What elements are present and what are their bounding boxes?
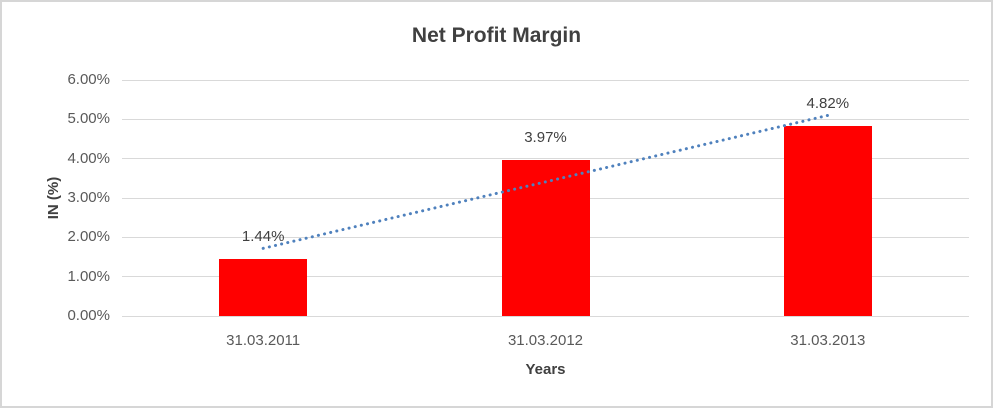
data-label: 1.44% [241, 228, 285, 246]
data-label: 4.82% [806, 95, 850, 113]
x-tick-label: 31.03.2013 [790, 332, 866, 349]
gridline [122, 315, 969, 317]
y-tick-label: 4.00% [67, 149, 110, 167]
chart-title: Net Profit Margin [411, 24, 582, 47]
bar-31.03.2013 [783, 126, 872, 316]
y-tick-label: 5.00% [67, 110, 110, 128]
plot-area: 1.44% 3.97% 4.82% [122, 79, 969, 317]
data-label: 3.97% [524, 128, 567, 146]
y-tick-label: 3.00% [67, 189, 110, 206]
x-tick-label: 31.03.2012 [507, 332, 584, 349]
x-axis-title: Years [525, 361, 566, 378]
bar-31.03.2011 [219, 259, 308, 316]
gridline [122, 118, 969, 120]
x-tick-label: 31.03.2011 [226, 332, 301, 349]
gridline [122, 79, 969, 81]
y-tick-label: 6.00% [67, 71, 110, 88]
bar-31.03.2012 [501, 159, 590, 316]
y-tick-label: 2.00% [67, 228, 110, 246]
y-tick-label: 0.00% [67, 307, 110, 324]
y-tick-label: 1.00% [67, 267, 110, 285]
